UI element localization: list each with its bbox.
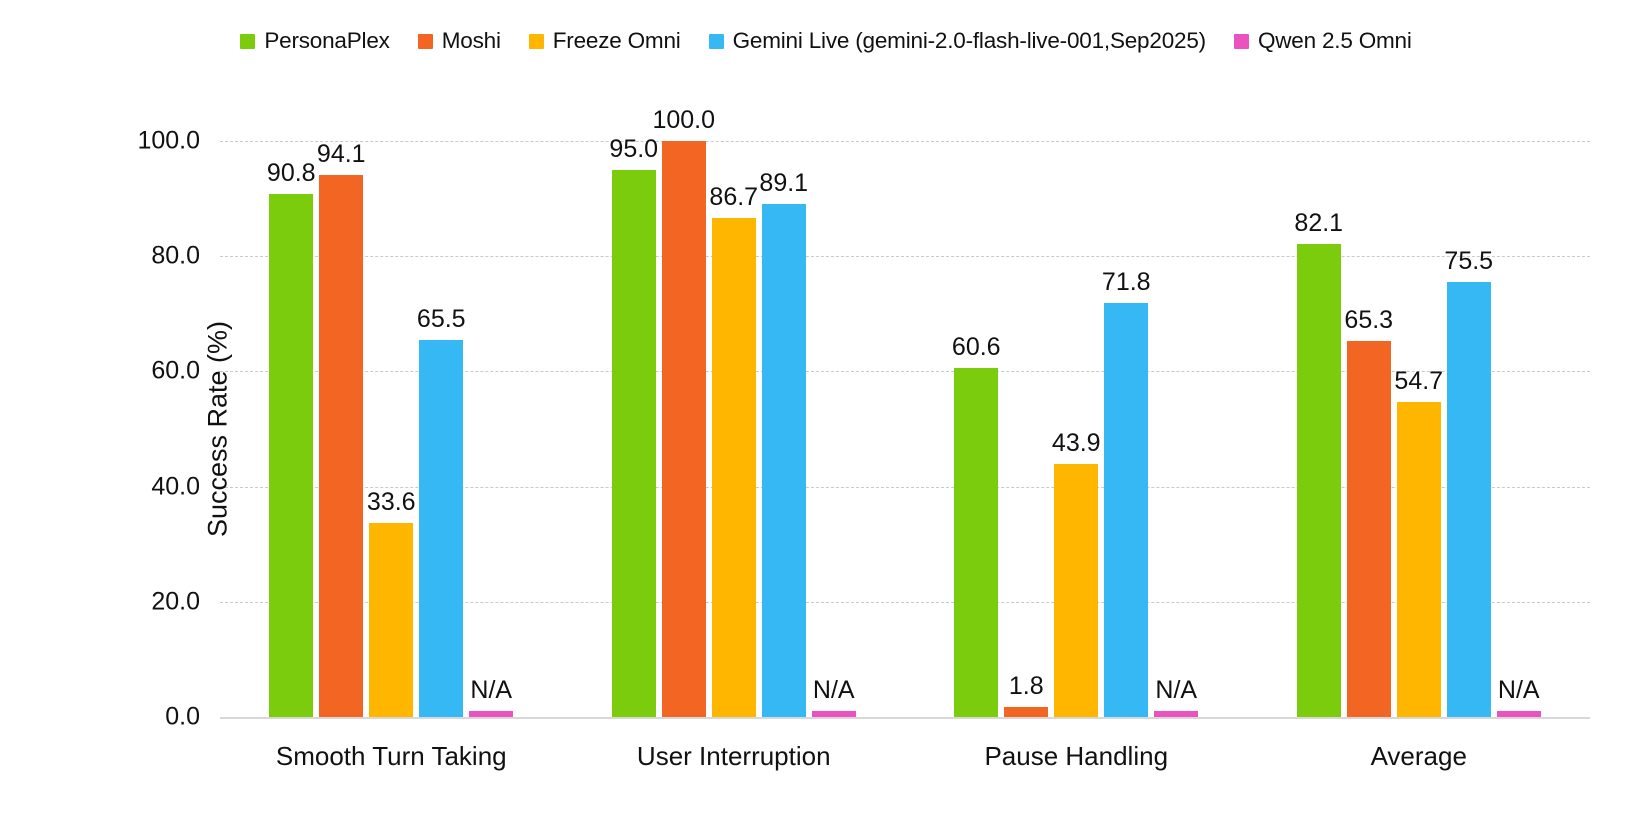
bar-slot: 82.1 [1294,141,1344,717]
bar-na-label: N/A [1497,676,1540,704]
bar-na-label: N/A [812,676,855,704]
bar-slot: 65.3 [1344,141,1394,717]
bar-slot: 90.8 [266,141,316,717]
legend-swatch-icon [528,33,544,49]
bar[interactable] [661,141,706,717]
legend-swatch-icon [417,33,433,49]
bar-value-label: 71.8 [1101,268,1151,297]
bar-group-2: 60.6 1.8 43.9 71.8 N/A Pause Handling [905,141,1248,771]
bar[interactable] [1154,711,1199,717]
bar-value-label: 86.7 [709,182,759,211]
bar-value-label: 54.7 [1394,366,1444,395]
bar-group-3: 82.1 65.3 54.7 75.5 N/A Average [1248,141,1591,771]
x-axis-category-label: User Interruption [636,741,831,771]
bar[interactable] [419,339,464,717]
gridline [220,141,1590,142]
bar[interactable] [954,367,999,717]
bar-na-label: N/A [1155,676,1198,704]
bar-slot: 65.5 [416,141,466,717]
bar[interactable] [1446,282,1491,717]
bar[interactable] [369,523,414,717]
legend-item-label: Qwen 2.5 Omni [1257,28,1412,53]
chart-legend: PersonaPlex Moshi Freeze Omni Gemini Live (… [0,28,1652,54]
bar-value-label: 43.9 [1051,429,1101,458]
bar-value-label: 65.5 [416,304,466,333]
bar-value-label: 1.8 [1008,671,1044,700]
bar-slot: 33.6 [366,141,416,717]
bar-value-label: 33.6 [366,488,416,517]
bar-slot: 100.0 [652,108,715,717]
bar[interactable] [1346,340,1391,717]
plot-area: 0.0 20.0 40.0 60.0 80.0 100.0 Success Rate (%… [137,108,1591,771]
bar[interactable] [319,174,364,717]
bar-na-label: N/A [470,676,513,704]
bar[interactable] [611,169,656,717]
y-axis-tick-label: 100.0 [137,126,200,155]
bar-value-label: 75.5 [1444,247,1494,276]
legend-item-label: Gemini Live (gemini-2.0-flash-live-001,S… [732,28,1207,53]
x-axis-category-label: Pause Handling [984,741,1169,771]
legend-item-4[interactable]: Qwen 2.5 Omni [1233,28,1412,54]
y-axis-tick-label: 80.0 [151,241,200,270]
x-axis-category-label: Average [1370,741,1467,771]
bar-slot: 94.1 [316,139,366,717]
legend-item-label: Moshi [441,28,501,53]
gridline [220,486,1590,488]
bar-slot: 89.1 [759,141,809,717]
bar[interactable] [1054,464,1099,717]
bar-value-label: 100.0 [652,106,716,134]
bar-slot: N/A [811,141,856,717]
bar-value-label: 82.1 [1294,209,1344,238]
legend-swatch-icon [708,33,724,49]
legend-item-1[interactable]: Moshi [417,28,501,54]
legend-item-3[interactable]: Gemini Live (gemini-2.0-flash-live-001,S… [708,28,1207,54]
bar[interactable] [1004,706,1049,717]
y-axis-tick-label: 40.0 [151,472,200,501]
bar[interactable] [1396,401,1441,717]
gridline [220,256,1590,258]
bar-value-label: 89.1 [759,168,809,197]
bar-slot: 95.0 [609,136,658,717]
legend-swatch-icon [240,33,256,49]
bar-slot: 1.8 [1004,141,1049,717]
bar-slot: N/A [1496,141,1541,717]
y-axis-tick-label: 0.0 [165,702,200,731]
bar[interactable] [269,194,314,717]
y-axis-tick-label: 20.0 [151,587,200,616]
legend-item-label: PersonaPlex [264,28,390,53]
x-axis-baseline [220,717,1590,719]
bar[interactable] [1104,303,1149,717]
bar[interactable] [469,711,514,717]
bar-slot: N/A [1154,141,1199,717]
bar-slot: 86.7 [709,141,759,717]
x-axis-category-label: Smooth Turn Taking [275,741,507,771]
legend-swatch-icon [1233,33,1249,49]
bar-slot: N/A [469,141,514,717]
bar-value-label: 65.3 [1344,305,1394,334]
legend-item-0[interactable]: PersonaPlex [240,28,390,54]
gridline [220,371,1590,373]
bar[interactable] [811,711,856,717]
bar-slot: 75.5 [1444,141,1494,717]
bar-slot: 54.7 [1394,141,1444,717]
gridline [220,601,1590,603]
bar-slot: 60.6 [951,141,1001,717]
bar-slot: 43.9 [1051,141,1101,717]
bar-group-1: 95.0 100.0 86.7 89.1 N/A User Interruption [563,108,906,771]
bar[interactable] [1496,711,1541,717]
legend-item-label: Freeze Omni [552,28,681,53]
y-axis-tick-label: 60.0 [151,356,200,385]
bar[interactable] [711,217,756,717]
bar-value-label: 95.0 [609,134,659,163]
bar-value-label: 90.8 [266,159,316,187]
bar-slot: 71.8 [1101,141,1151,717]
bar[interactable] [761,203,806,717]
legend-item-2[interactable]: Freeze Omni [528,28,681,54]
bar-group-0: 90.8 94.1 33.6 65.5 N/A Smooth Turn Taking [220,139,563,771]
bar-value-label: 60.6 [951,332,1001,361]
bar[interactable] [1296,244,1341,717]
bar-value-label: 94.1 [316,139,366,168]
